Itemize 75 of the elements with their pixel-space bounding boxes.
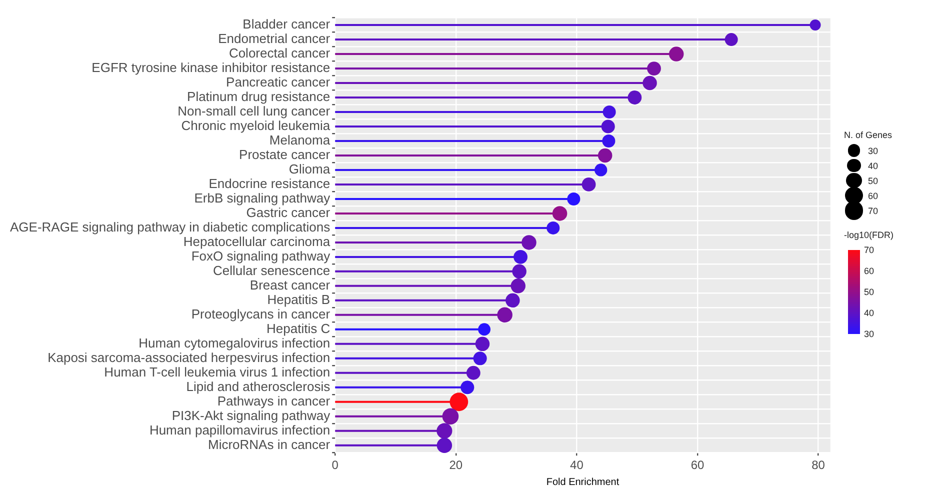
x-tick-label: 80 [812, 458, 826, 472]
point [668, 46, 684, 62]
y-tick-label: Hepatitis C [266, 320, 330, 336]
legend-label: 50 [868, 176, 878, 186]
y-tick-label: Hepatitis B [267, 292, 330, 307]
y-tick-label: Human T-cell leukemia virus 1 infection [104, 364, 330, 380]
y-tick-label: Breast cancer [250, 278, 331, 293]
point [475, 336, 490, 352]
point [466, 366, 480, 380]
point [512, 264, 526, 279]
y-tick-label: Proteoglycans in cancer [191, 306, 331, 322]
color-bar-title: -log10(FDR) [844, 230, 895, 240]
point [514, 250, 528, 264]
y-tick-label: ErbB signaling pathway [194, 190, 331, 206]
point [594, 164, 608, 176]
y-tick-label: AGE-RAGE signaling pathway in diabetic complications [10, 220, 331, 235]
point [642, 76, 657, 90]
y-tick-label: Platinum drug resistance [187, 89, 330, 104]
point [628, 90, 642, 104]
point [510, 278, 526, 294]
point [436, 438, 452, 453]
y-tick-label: FoxO signaling pathway [191, 248, 331, 264]
point [473, 352, 487, 366]
y-tick-label: Hepatocellular carcinoma [183, 234, 331, 250]
point [567, 192, 580, 206]
point [506, 293, 520, 308]
legend-label: 40 [868, 160, 878, 170]
point [582, 178, 596, 192]
point [436, 423, 452, 439]
legend-title: N. of Genes [844, 130, 894, 140]
x-tick-label: 0 [332, 458, 339, 472]
point [497, 307, 512, 323]
x-tick-label: 20 [449, 458, 463, 472]
legend-label: 60 [868, 190, 878, 200]
point [598, 148, 612, 163]
y-tick-label: Chronic myeloid leukemia [181, 118, 331, 134]
y-tick-label: Pathways in cancer [217, 393, 331, 408]
y-tick-label: PI3K-Akt signaling pathway [172, 408, 331, 423]
x-axis-title: Fold Enrichment [546, 476, 620, 488]
y-tick-label: Endocrine resistance [208, 176, 330, 192]
color-bar-label: 40 [864, 308, 874, 318]
y-tick-label: Endometrial cancer [218, 31, 331, 46]
point [478, 323, 491, 336]
y-tick-label: Colorectal cancer [228, 46, 331, 61]
y-tick-label: Bladder cancer [242, 16, 331, 32]
color-bar-label: 70 [864, 245, 874, 255]
y-tick-label: Glioma [288, 162, 331, 177]
y-tick-label: Human papillomavirus infection [149, 422, 330, 438]
point [602, 134, 616, 148]
y-tick-label: EGFR tyrosine kinase inhibitor resistance [92, 60, 330, 76]
y-tick-label: Melanoma [269, 132, 331, 148]
y-tick-label: Prostate cancer [239, 147, 331, 162]
color-bar-label: 30 [864, 329, 874, 339]
x-tick-label: 40 [570, 458, 584, 472]
y-tick-label: Cellular senescence [213, 263, 330, 278]
point [647, 62, 661, 76]
point [522, 235, 536, 250]
point [601, 120, 615, 134]
y-tick-label: Pancreatic cancer [226, 74, 331, 90]
y-tick-label: Non-small cell lung cancer [178, 104, 331, 119]
color-bar-label: 60 [864, 266, 874, 276]
y-tick-label: MicroRNAs in cancer [208, 436, 331, 452]
point [546, 221, 560, 234]
y-tick-label: Kaposi sarcoma-associated herpesvirus infection [48, 350, 330, 365]
legend-label: 30 [868, 146, 878, 156]
point [552, 206, 568, 221]
y-tick-label: Gastric cancer [246, 205, 331, 220]
y-tick-label: Lipid and atherosclerosis [186, 378, 331, 394]
x-tick-label: 60 [690, 458, 704, 472]
point [724, 33, 738, 46]
y-tick-label: Human cytomegalovirus infection [138, 335, 330, 350]
point [602, 106, 616, 119]
point [460, 380, 474, 394]
legend-label: 70 [868, 206, 878, 216]
color-bar-label: 50 [864, 287, 874, 297]
